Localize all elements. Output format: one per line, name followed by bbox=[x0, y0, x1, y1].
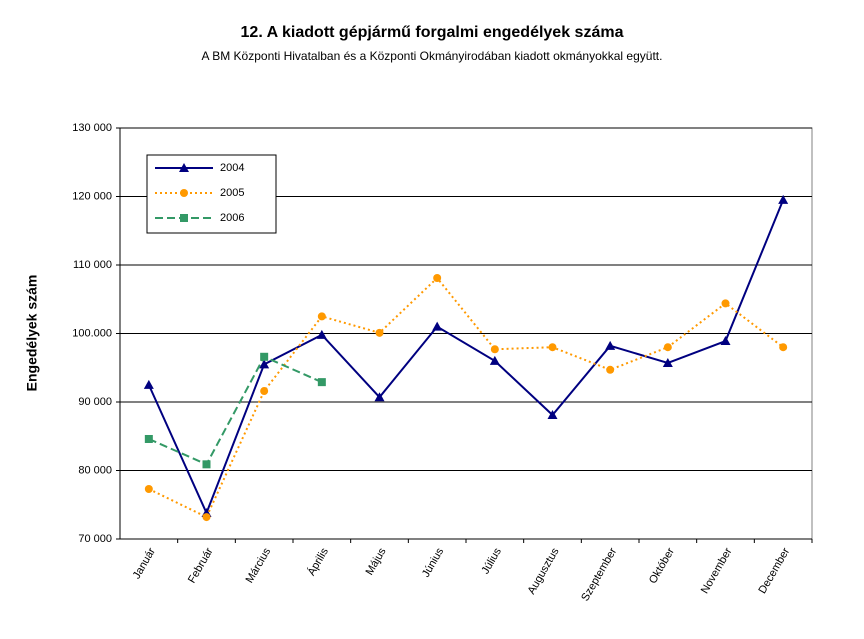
x-tick-label: Július bbox=[479, 546, 504, 577]
x-tick-label: Augusztus bbox=[526, 546, 562, 597]
y-tick-label: 90 000 bbox=[78, 396, 112, 408]
marker bbox=[180, 214, 188, 222]
marker bbox=[720, 336, 731, 346]
chart-title: 12. A kiadott gépjármű forgalmi engedély… bbox=[241, 24, 624, 41]
marker bbox=[144, 484, 153, 493]
marker bbox=[548, 343, 557, 352]
marker bbox=[144, 434, 153, 443]
marker bbox=[605, 340, 616, 350]
marker bbox=[721, 299, 730, 308]
marker bbox=[260, 352, 269, 361]
marker bbox=[433, 274, 442, 283]
x-tick-label: Május bbox=[364, 546, 389, 578]
x-tick-label: Október bbox=[647, 546, 677, 586]
x-tick-label: Június bbox=[420, 546, 447, 580]
marker bbox=[180, 189, 188, 197]
marker bbox=[490, 345, 499, 354]
marker bbox=[202, 460, 211, 469]
marker bbox=[143, 379, 154, 389]
x-tick-label: Március bbox=[244, 546, 274, 586]
marker bbox=[316, 329, 327, 339]
marker bbox=[432, 321, 443, 331]
y-tick-label: 100.000 bbox=[72, 327, 112, 339]
legend-label: 2005 bbox=[220, 187, 244, 199]
marker bbox=[778, 194, 789, 204]
x-tick-label: Február bbox=[186, 546, 216, 586]
y-tick-label: 80 000 bbox=[78, 464, 112, 476]
x-tick-label: Április bbox=[305, 545, 331, 578]
marker bbox=[317, 378, 326, 387]
chart-subtitle: A BM Központi Hivatalban és a Központi O… bbox=[202, 49, 663, 63]
marker bbox=[202, 513, 211, 522]
y-axis-label: Engedélyek szám bbox=[24, 275, 40, 392]
marker bbox=[489, 355, 500, 365]
marker bbox=[375, 328, 384, 337]
y-tick-label: 130 000 bbox=[72, 122, 112, 134]
marker bbox=[779, 343, 788, 352]
x-tick-label: November bbox=[699, 546, 735, 596]
y-tick-label: 70 000 bbox=[78, 533, 112, 545]
x-tick-label: Szeptember bbox=[579, 546, 619, 604]
marker bbox=[606, 365, 615, 374]
y-tick-label: 120 000 bbox=[72, 190, 112, 202]
marker bbox=[547, 410, 558, 420]
y-tick-label: 110 000 bbox=[73, 259, 112, 271]
series-line bbox=[147, 199, 785, 516]
marker bbox=[662, 357, 673, 367]
marker bbox=[317, 312, 326, 321]
x-tick-label: Január bbox=[131, 546, 158, 581]
series-line bbox=[148, 276, 784, 519]
marker bbox=[259, 359, 270, 369]
marker bbox=[374, 392, 385, 402]
legend-label: 2004 bbox=[220, 162, 244, 174]
x-tick-label: December bbox=[757, 546, 793, 596]
series-line bbox=[148, 355, 323, 466]
marker bbox=[663, 343, 672, 352]
legend-label: 2006 bbox=[220, 212, 244, 224]
marker bbox=[179, 163, 189, 172]
marker bbox=[260, 387, 269, 396]
